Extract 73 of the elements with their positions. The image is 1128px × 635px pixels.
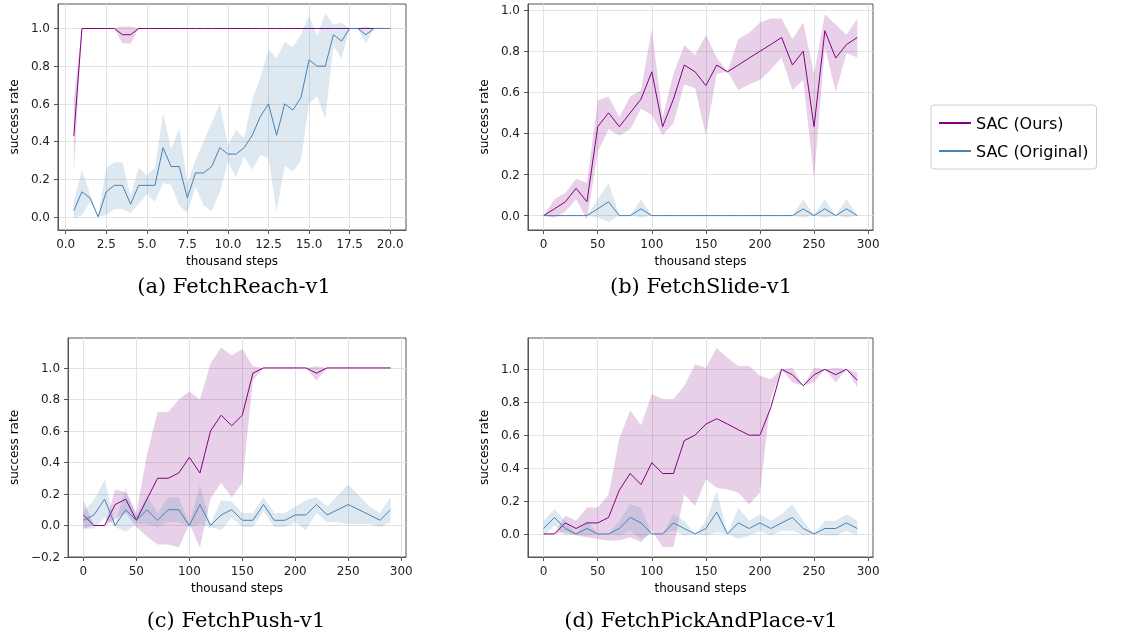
line-series (543, 368, 858, 535)
x-tick-label: 150 (694, 237, 718, 251)
y-tick-label: 0.4 (40, 455, 61, 470)
x-axis-title: thousand steps (185, 253, 279, 268)
line-series (543, 511, 858, 535)
y-axis-title: success rate (477, 409, 491, 486)
x-axis-title: thousand steps (654, 580, 747, 595)
line-series (82, 367, 392, 526)
y-tick-label: 1.0 (40, 360, 61, 375)
y-axis-title: success rate (477, 79, 491, 155)
x-tick-label: 300 (856, 564, 880, 578)
y-tick-label: 0.8 (500, 44, 520, 59)
y-tick-label: 0.8 (500, 395, 520, 410)
y-tick-label: 1.0 (500, 362, 520, 377)
y-tick-label: 0.6 (30, 96, 50, 111)
y-tick-label: 0.0 (500, 208, 520, 223)
x-tick-label: 100 (177, 564, 201, 578)
x-tick-label: 20.0 (376, 237, 404, 251)
x-tick-label: 300 (389, 564, 413, 578)
y-tick-label: 0.0 (30, 209, 50, 224)
x-tick-label: 10.0 (214, 237, 242, 251)
x-tick-label: 250 (802, 237, 826, 251)
text: (b) FetchSlide-v1 (609, 273, 793, 298)
x-axis-title: thousand steps (190, 580, 284, 595)
x-tick-label: 200 (283, 564, 307, 578)
y-tick-label: 0.4 (500, 126, 520, 141)
x-tick-label: 17.5 (336, 237, 363, 251)
x-tick-label: 50 (128, 564, 145, 578)
x-tick-label: 50 (590, 564, 606, 578)
y-axis-title: success rate (7, 409, 21, 486)
x-tick-label: 7.5 (177, 237, 197, 251)
y-tick-label: −0.2 (30, 550, 61, 564)
y-tick-label: 0.2 (40, 486, 61, 501)
x-tick-label: 200 (748, 564, 772, 578)
x-tick-label: 0 (79, 564, 88, 578)
y-tick-label: 0.6 (500, 428, 520, 443)
y-tick-label: 0.6 (40, 423, 61, 438)
y-tick-label: 0.2 (500, 494, 520, 509)
legend-label: SAC (Original) (976, 141, 1089, 161)
text: (d) FetchPickAndPlace-v1 (564, 607, 838, 632)
x-tick-label: 100 (640, 564, 664, 578)
x-tick-label: 250 (336, 564, 360, 578)
y-tick-label: 1.0 (30, 21, 50, 36)
x-tick-label: 150 (230, 564, 254, 578)
y-tick-label: 0.0 (500, 526, 520, 541)
y-tick-label: 0.2 (500, 167, 520, 182)
x-tick-label: 100 (640, 237, 664, 251)
x-tick-label: 150 (694, 564, 718, 578)
y-tick-label: 0.4 (500, 461, 520, 476)
x-tick-label: 200 (748, 237, 772, 251)
text: (a) FetchReach-v1 (137, 273, 331, 298)
x-tick-label: 300 (856, 237, 880, 251)
x-tick-label: 2.5 (96, 237, 116, 251)
y-tick-label: 1.0 (500, 3, 520, 18)
x-tick-label: 15.0 (295, 237, 323, 251)
x-tick-label: 250 (802, 564, 826, 578)
x-tick-label: 0 (539, 564, 548, 578)
legend-label: SAC (Ours) (976, 113, 1064, 133)
x-axis-title: thousand steps (654, 253, 747, 268)
y-tick-label: 0.2 (30, 172, 50, 187)
y-tick-label: 0.4 (30, 134, 50, 149)
x-tick-label: 0 (539, 237, 548, 251)
x-tick-label: 0.0 (56, 237, 76, 251)
y-tick-label: 0.8 (40, 392, 61, 407)
y-tick-label: 0.8 (30, 59, 50, 74)
line-series (82, 498, 392, 526)
text: (c) FetchPush-v1 (146, 607, 326, 632)
x-tick-label: 50 (590, 237, 606, 251)
x-tick-label: 12.5 (255, 237, 282, 251)
x-tick-label: 5.0 (137, 237, 157, 251)
y-tick-label: 0.0 (40, 518, 61, 533)
y-axis-title: success rate (7, 79, 21, 155)
y-tick-label: 0.6 (500, 85, 520, 100)
